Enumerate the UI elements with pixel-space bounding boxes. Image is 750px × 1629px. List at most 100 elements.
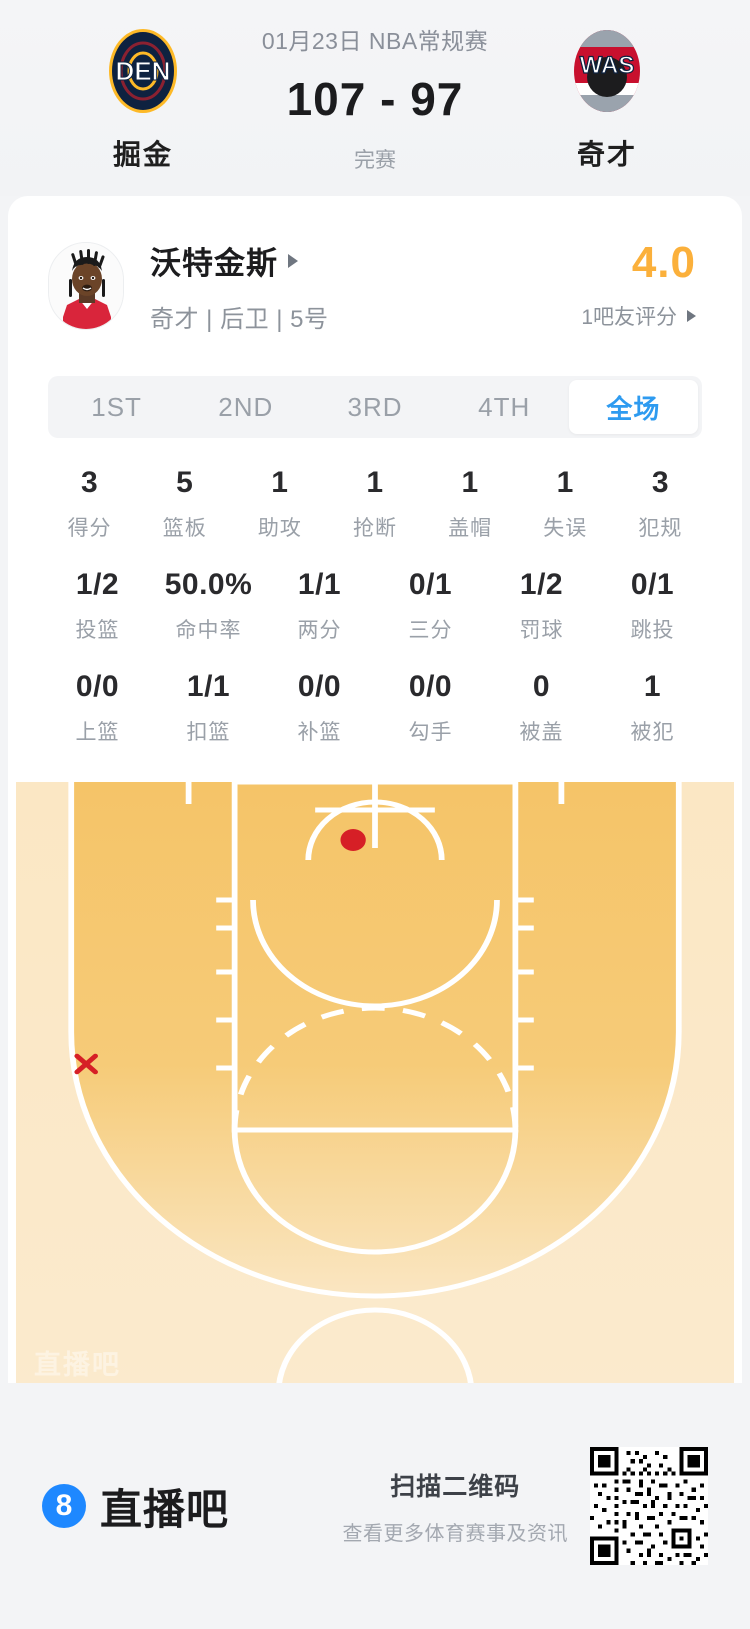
shot-chart[interactable]: 直播吧 xyxy=(16,782,734,1394)
stat-value: 50.0% xyxy=(164,568,253,601)
stat-fouls-drawn: 1 被犯 xyxy=(597,670,708,746)
stat-label: 跳投 xyxy=(630,619,675,642)
away-team[interactable]: WAS 奇才 xyxy=(522,23,692,173)
home-team[interactable]: DEN 掘金 xyxy=(58,23,228,173)
stat-jump-shots: 0/1 跳投 xyxy=(597,568,708,644)
stats-row-shooting: 1/2 投篮 50.0% 命中率 1/1 两分 0/1 三分 1/2 罚球 xyxy=(42,568,708,644)
qr-subtitle: 查看更多体育赛事及资讯 xyxy=(342,1522,568,1545)
stat-value: 1/1 xyxy=(186,670,231,703)
stat-value: 3 xyxy=(651,466,669,499)
stats-grid: 3 得分 5 篮板 1 助攻 1 抢断 1 盖帽 xyxy=(8,466,742,746)
stat-value: 1 xyxy=(461,466,479,499)
tab-full-game[interactable]: 全场 xyxy=(568,380,699,434)
stat-dunks: 1/1 扣篮 xyxy=(153,670,264,746)
rating-value: 4.0 xyxy=(631,238,696,287)
stat-value: 0/1 xyxy=(408,568,453,601)
period-tabs: 1ST 2ND 3RD 4TH 全场 xyxy=(48,376,702,438)
rating-label-row: 1吧友评分 xyxy=(581,301,696,331)
stat-steals: 1 抢断 xyxy=(327,466,422,542)
stat-points: 3 得分 xyxy=(42,466,137,542)
chevron-right-icon xyxy=(288,253,298,268)
match-status: 完赛 xyxy=(354,149,396,172)
stat-label: 命中率 xyxy=(175,619,242,642)
stat-value: 3 xyxy=(80,466,99,499)
chevron-right-icon xyxy=(687,310,696,322)
stat-shots-blocked: 0 被盖 xyxy=(486,670,597,746)
stat-label: 篮板 xyxy=(162,517,207,540)
brand-name: 直播吧 xyxy=(100,1485,230,1533)
stat-label: 扣篮 xyxy=(186,721,231,744)
score-center: 01月23日 NBA常规赛 107 - 97 完赛 xyxy=(228,22,522,174)
home-team-name: 掘金 xyxy=(112,139,173,170)
stat-three-pointers: 0/1 三分 xyxy=(375,568,486,644)
stat-value: 0 xyxy=(532,670,551,703)
stat-label: 被犯 xyxy=(630,721,675,744)
stat-label: 盖帽 xyxy=(448,517,493,540)
stat-label: 抢断 xyxy=(352,517,397,540)
away-team-name: 奇才 xyxy=(576,139,637,170)
svg-text:WAS: WAS xyxy=(580,52,635,79)
brand-logo[interactable]: 8 直播吧 xyxy=(42,1476,229,1537)
player-name-line[interactable]: 沃特金斯 xyxy=(150,238,581,283)
qr-title: 扫描二维码 xyxy=(390,1472,521,1501)
rating-label: 1吧友评分 xyxy=(581,306,677,329)
stat-value: 5 xyxy=(176,466,194,499)
final-score: 107 - 97 xyxy=(286,73,464,125)
stats-row-shot-types: 0/0 上篮 1/1 扣篮 0/0 补篮 0/0 勾手 0 被盖 xyxy=(42,670,708,746)
tab-4th[interactable]: 4TH xyxy=(478,391,531,422)
stat-putbacks: 0/0 补篮 xyxy=(264,670,375,746)
stat-value: 1 xyxy=(271,466,289,499)
stat-label: 罚球 xyxy=(519,619,564,642)
stat-blocks: 1 盖帽 xyxy=(423,466,518,542)
tab-3rd[interactable]: 3RD xyxy=(347,391,403,422)
stat-label: 两分 xyxy=(297,619,342,642)
stat-fg-percent: 50.0% 命中率 xyxy=(153,568,264,644)
stat-label: 投篮 xyxy=(75,619,120,642)
svg-text:DEN: DEN xyxy=(116,56,171,86)
qr-code-icon[interactable] xyxy=(590,1447,708,1565)
stat-value: 0/0 xyxy=(408,670,453,703)
stat-value: 0/0 xyxy=(75,670,120,703)
stat-label: 助攻 xyxy=(257,517,302,540)
stat-value: 0/1 xyxy=(630,568,675,601)
stat-rebounds: 5 篮板 xyxy=(137,466,232,542)
stat-label: 补篮 xyxy=(297,721,342,744)
shot-marker-made xyxy=(340,829,366,851)
stat-label: 被盖 xyxy=(519,721,564,744)
stat-assists: 1 助攻 xyxy=(232,466,327,542)
stat-field-goals: 1/2 投篮 xyxy=(42,568,153,644)
shot-marker-missed xyxy=(74,1053,98,1075)
stat-label: 上篮 xyxy=(75,721,120,744)
stat-label: 三分 xyxy=(408,619,453,642)
player-subtitle: 奇才 | 后卫 | 5号 xyxy=(150,306,329,333)
stat-layups: 0/0 上篮 xyxy=(42,670,153,746)
stat-hooks: 0/0 勾手 xyxy=(375,670,486,746)
stat-free-throws: 1/2 罚球 xyxy=(486,568,597,644)
stat-value: 1 xyxy=(366,466,384,499)
stat-value: 1 xyxy=(556,466,574,499)
player-avatar[interactable] xyxy=(48,242,124,330)
tab-2nd[interactable]: 2ND xyxy=(218,391,274,422)
stat-two-pointers: 1/1 两分 xyxy=(264,568,375,644)
stat-value: 1 xyxy=(643,670,662,703)
player-summary-row: 沃特金斯 奇才 | 后卫 | 5号 4.0 1吧友评分 xyxy=(8,196,742,334)
stats-row-basic: 3 得分 5 篮板 1 助攻 1 抢断 1 盖帽 xyxy=(42,466,708,542)
nuggets-logo-icon: DEN xyxy=(95,23,191,119)
player-stats-card: 沃特金斯 奇才 | 后卫 | 5号 4.0 1吧友评分 1ST 2ND 3RD … xyxy=(8,196,742,1394)
stat-label: 失误 xyxy=(543,517,588,540)
stat-label: 得分 xyxy=(67,517,112,540)
stat-label: 犯规 xyxy=(638,517,683,540)
brand-badge-icon: 8 xyxy=(42,1484,86,1528)
stat-label: 勾手 xyxy=(408,721,453,744)
stat-fouls: 3 犯规 xyxy=(613,466,708,542)
player-name: 沃特金斯 xyxy=(150,246,278,281)
player-rating-box[interactable]: 4.0 1吧友评分 xyxy=(581,241,702,331)
wizards-logo-icon: WAS xyxy=(559,23,655,119)
qr-texts: 扫描二维码 查看更多体育赛事及资讯 xyxy=(343,1467,569,1546)
stat-value: 1/1 xyxy=(297,568,342,601)
player-info: 沃特金斯 奇才 | 后卫 | 5号 xyxy=(150,238,581,334)
stat-value: 1/2 xyxy=(75,568,120,601)
tab-1st[interactable]: 1ST xyxy=(91,391,142,422)
qr-section[interactable]: 扫描二维码 查看更多体育赛事及资讯 xyxy=(343,1447,708,1565)
footer-bar: 8 直播吧 扫描二维码 查看更多体育赛事及资讯 xyxy=(0,1383,750,1629)
